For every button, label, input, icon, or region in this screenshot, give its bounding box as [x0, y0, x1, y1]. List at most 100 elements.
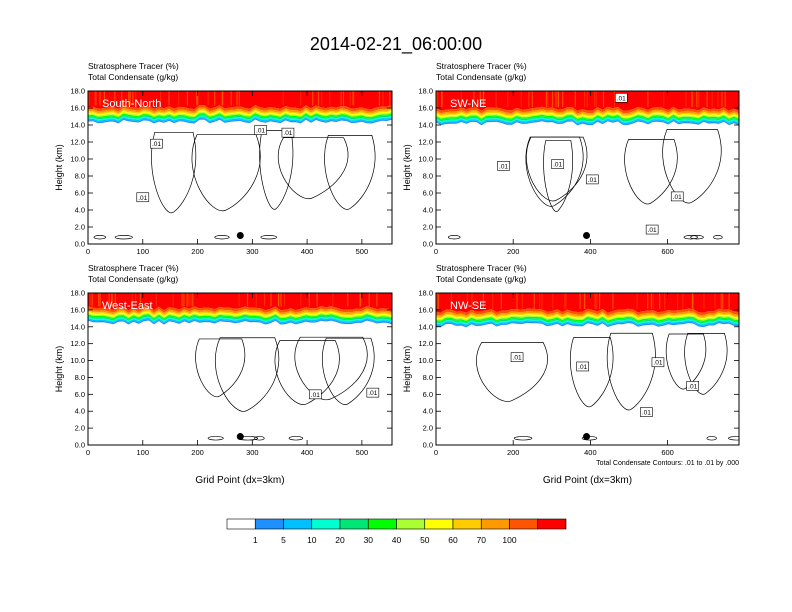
- panels-group: Stratosphere Tracer (%)Total Condensate …: [54, 61, 740, 486]
- tracer-streak: [160, 91, 162, 106]
- tracer-bands: [88, 91, 392, 124]
- y-axis-label: Height (km): [402, 144, 412, 191]
- location-marker: [583, 232, 591, 239]
- panel-label: SW-NE: [450, 98, 486, 110]
- panel-sw-ne: Stratosphere Tracer (%)Total Condensate …: [402, 61, 740, 256]
- tracer-streak: [574, 91, 576, 108]
- colorbar-label: 5: [281, 535, 286, 545]
- contour-outline: [321, 337, 375, 405]
- x-tick-label: 400: [301, 247, 314, 256]
- tracer-streak: [595, 91, 597, 108]
- tracer-streak: [436, 293, 438, 309]
- tracer-streak: [188, 293, 190, 307]
- tracer-streak: [450, 293, 452, 309]
- y-tick-label: 16.0: [418, 305, 433, 314]
- colorbar-label: 40: [392, 535, 402, 545]
- tracer-streak: [135, 91, 137, 106]
- tracer-streak: [129, 91, 131, 106]
- contour-label: .01: [256, 128, 265, 135]
- tracer-streak: [647, 91, 649, 108]
- tracer-streak: [172, 293, 174, 307]
- colorbar: 1 5 10 20 30 40 50 60 70 100: [226, 518, 567, 545]
- contour-label-box: [670, 191, 684, 202]
- tracer-streak: [436, 91, 438, 108]
- y-tick-label: 18.0: [418, 87, 433, 96]
- tracer-streak: [238, 293, 240, 307]
- y-tick-label: 2.0: [423, 424, 433, 433]
- tracer-streak: [230, 91, 232, 106]
- colorbar-swatch: [509, 518, 539, 530]
- y-tick-label: 2.0: [75, 223, 85, 232]
- tracer-streak: [190, 293, 192, 307]
- x-tick-label: 0: [434, 247, 438, 256]
- x-tick-label: 400: [584, 448, 597, 457]
- contour-label: .01: [648, 227, 657, 234]
- subtitle-tracer: Stratosphere Tracer (%): [88, 61, 179, 71]
- colorbar-swatch: [367, 518, 397, 530]
- colorbar-swatch: [283, 518, 313, 530]
- tracer-streak: [722, 293, 724, 309]
- tracer-streak: [238, 91, 240, 106]
- tracer-streak: [594, 293, 596, 309]
- tracer-streak: [593, 91, 596, 108]
- x-axis-label: Grid Point (dx=3km): [543, 475, 632, 486]
- contour-label-box: [651, 357, 665, 368]
- tracer-band: [88, 293, 392, 311]
- tracer-streak: [466, 293, 468, 309]
- colorbar-swatch: [452, 518, 482, 530]
- tracer-streak: [706, 91, 708, 108]
- tracer-streak: [270, 293, 272, 307]
- tracer-streak: [584, 91, 586, 108]
- contour-label: .01: [688, 383, 697, 390]
- tracer-band: [88, 314, 392, 320]
- colorbar-swatch: [254, 518, 284, 530]
- x-tick-label: 100: [137, 247, 150, 256]
- tracer-streak: [720, 293, 722, 309]
- tracer-band: [88, 110, 392, 116]
- tracer-streak: [664, 293, 666, 309]
- contour-label-box: [614, 93, 628, 103]
- tracer-streak: [471, 293, 473, 309]
- location-marker: [583, 433, 591, 441]
- tracer-streak: [636, 293, 638, 309]
- tracer-streak: [599, 293, 601, 309]
- plot-frame: [87, 292, 393, 446]
- tracer-band: [436, 319, 739, 325]
- tracer-streak: [551, 91, 554, 108]
- x-tick-label: 600: [661, 448, 674, 457]
- y-tick-label: 4.0: [75, 407, 85, 416]
- tracer-streak: [98, 293, 100, 307]
- y-tick-label: 12.0: [70, 339, 85, 348]
- tracer-streak: [682, 293, 684, 309]
- colorbar-label: 30: [364, 535, 374, 545]
- contour-outline: [476, 341, 548, 402]
- contour-outline: [259, 130, 294, 210]
- y-tick-label: 8.0: [75, 172, 85, 181]
- contour-outline: [215, 337, 280, 412]
- tracer-band: [436, 317, 739, 324]
- tracer-streak: [460, 91, 462, 108]
- y-axis-label: Height (km): [402, 346, 412, 393]
- tracer-streak: [207, 91, 209, 106]
- tracer-streak: [352, 91, 354, 106]
- tracer-streak: [378, 91, 380, 106]
- tracer-band: [88, 107, 392, 114]
- tracer-streak: [565, 293, 567, 309]
- tracer-bands: [436, 91, 739, 126]
- tracer-streak: [312, 91, 314, 106]
- contour-label: .01: [513, 355, 522, 362]
- contour-label: .01: [642, 410, 651, 417]
- tracer-streak: [557, 91, 559, 108]
- tracer-streak: [728, 293, 730, 309]
- x-tick-label: 300: [246, 448, 259, 457]
- tracer-streak: [564, 293, 566, 309]
- contour-blob: [728, 436, 739, 441]
- tracer-streak: [482, 293, 484, 309]
- colorbar-swatch: [311, 518, 341, 530]
- contour-label-box: [645, 224, 659, 235]
- tracer-band: [88, 319, 392, 325]
- x-tick-label: 300: [246, 247, 259, 256]
- contour-blob: [260, 235, 278, 240]
- tracer-streak: [520, 91, 522, 108]
- tracer-streak: [349, 91, 351, 106]
